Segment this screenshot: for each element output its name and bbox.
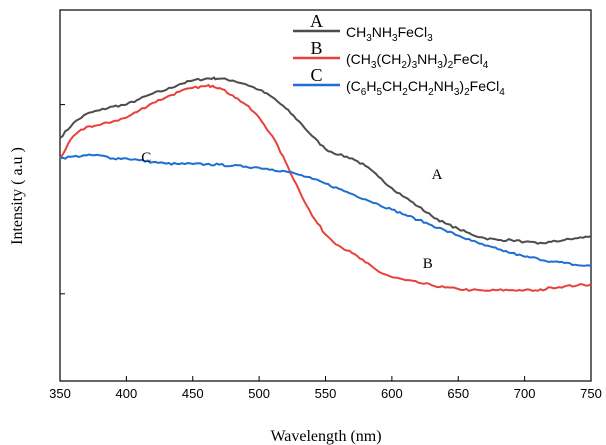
x-tick-label: 600 — [381, 386, 403, 401]
legend-letter-A: A — [310, 11, 323, 31]
legend-letter-B: B — [310, 38, 322, 58]
curve-label-B: B — [423, 256, 433, 272]
curve-label-C: C — [141, 150, 151, 166]
series-layer — [59, 76, 592, 292]
legend-letter-C: C — [310, 65, 322, 85]
legend-label-C: (C6H5CH2CH2NH3)2FeCl4 — [346, 78, 505, 98]
x-tick-label: 500 — [248, 386, 270, 401]
curve-annotations: A B C — [141, 150, 442, 272]
x-tick-label: 650 — [447, 386, 469, 401]
plot-frame — [59, 9, 592, 382]
x-tick-label: 750 — [580, 386, 602, 401]
curve-label-A: A — [432, 167, 443, 183]
series-A-line — [59, 76, 592, 245]
legend-label-A: CH3NH3FeCl3 — [346, 24, 433, 44]
legend: A CH3NH3FeCl3 B (CH3(CH2)3NH3)2FeCl4 C (C6H5C… — [293, 11, 505, 98]
x-axis-title: Wavelength (nm) — [270, 428, 381, 445]
x-tick-label: 550 — [315, 386, 337, 401]
x-axis-ticks: 350 400 450 500 550 600 650 700 750 — [49, 104, 602, 401]
legend-label-B: (CH3(CH2)3NH3)2FeCl4 — [346, 51, 489, 71]
x-tick-label: 700 — [514, 386, 536, 401]
y-axis-title: Intensity ( a.u ) — [9, 147, 26, 245]
x-tick-label: 350 — [49, 386, 71, 401]
x-tick-label: 400 — [116, 386, 138, 401]
series-B-line — [59, 84, 592, 292]
x-tick-label: 450 — [182, 386, 204, 401]
series-C-line — [59, 153, 592, 267]
